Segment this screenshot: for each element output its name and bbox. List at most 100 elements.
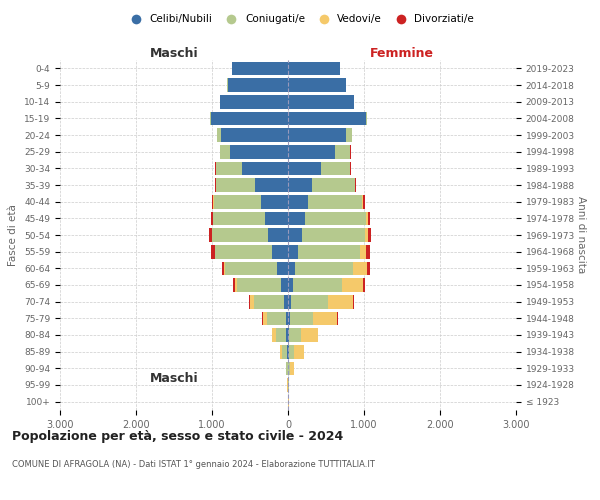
Bar xyxy=(287,345,288,358)
Bar xyxy=(289,362,290,375)
Bar xyxy=(216,162,242,175)
Bar xyxy=(288,95,353,108)
Bar xyxy=(277,262,288,275)
Bar xyxy=(215,178,216,192)
Bar xyxy=(301,328,318,342)
Bar xyxy=(254,178,288,192)
Bar xyxy=(321,162,350,175)
Bar xyxy=(224,262,225,275)
Bar xyxy=(286,312,288,325)
Bar xyxy=(362,278,365,292)
Bar xyxy=(211,212,212,225)
Bar xyxy=(221,128,288,142)
Bar xyxy=(293,278,342,292)
Bar xyxy=(286,362,287,375)
Bar xyxy=(288,262,295,275)
Bar xyxy=(291,295,328,308)
Bar xyxy=(288,228,302,242)
Bar xyxy=(368,228,371,242)
Bar xyxy=(355,178,356,192)
Bar xyxy=(295,262,353,275)
Bar xyxy=(288,328,289,342)
Bar xyxy=(362,195,363,208)
Bar xyxy=(290,362,294,375)
Bar xyxy=(250,295,254,308)
Bar xyxy=(366,112,367,125)
Bar xyxy=(288,345,289,358)
Bar xyxy=(262,312,263,325)
Bar xyxy=(280,345,283,358)
Bar xyxy=(215,245,272,258)
Bar xyxy=(308,195,362,208)
Bar xyxy=(276,328,286,342)
Bar xyxy=(272,328,276,342)
Bar xyxy=(265,212,288,225)
Bar xyxy=(254,295,284,308)
Bar xyxy=(263,312,268,325)
Bar xyxy=(288,145,335,158)
Legend: Celibi/Nubili, Coniugati/e, Vedovi/e, Divorziati/e: Celibi/Nubili, Coniugati/e, Vedovi/e, Di… xyxy=(122,10,478,29)
Bar xyxy=(220,145,230,158)
Bar xyxy=(238,278,281,292)
Bar xyxy=(346,128,352,142)
Bar xyxy=(288,128,346,142)
Bar xyxy=(220,95,288,108)
Bar xyxy=(289,328,301,342)
Bar xyxy=(294,345,304,358)
Bar xyxy=(209,228,212,242)
Bar xyxy=(365,228,368,242)
Text: Femmine: Femmine xyxy=(370,47,434,60)
Bar xyxy=(272,245,288,258)
Bar xyxy=(288,278,293,292)
Bar xyxy=(217,128,221,142)
Bar xyxy=(288,112,366,125)
Bar xyxy=(366,212,368,225)
Bar xyxy=(212,228,268,242)
Bar xyxy=(213,212,265,225)
Bar xyxy=(227,78,288,92)
Bar xyxy=(288,195,308,208)
Bar xyxy=(221,262,224,275)
Bar xyxy=(328,295,353,308)
Bar xyxy=(302,228,365,242)
Bar xyxy=(353,295,354,308)
Bar xyxy=(342,278,362,292)
Bar xyxy=(335,145,350,158)
Bar xyxy=(232,62,288,75)
Bar xyxy=(305,212,366,225)
Bar xyxy=(242,162,288,175)
Bar xyxy=(298,245,360,258)
Bar xyxy=(225,262,277,275)
Bar xyxy=(233,278,235,292)
Bar xyxy=(288,62,340,75)
Bar xyxy=(360,245,366,258)
Bar xyxy=(290,312,313,325)
Bar xyxy=(353,262,367,275)
Bar xyxy=(313,312,337,325)
Bar xyxy=(366,245,370,258)
Bar xyxy=(209,112,211,125)
Bar xyxy=(288,245,298,258)
Bar xyxy=(363,195,365,208)
Bar xyxy=(337,312,338,325)
Bar xyxy=(289,345,294,358)
Bar xyxy=(211,112,288,125)
Bar xyxy=(367,262,370,275)
Bar xyxy=(288,212,305,225)
Bar xyxy=(268,312,286,325)
Y-axis label: Anni di nascita: Anni di nascita xyxy=(576,196,586,274)
Bar xyxy=(312,178,355,192)
Bar xyxy=(212,195,214,208)
Bar xyxy=(235,278,238,292)
Bar xyxy=(368,212,370,225)
Bar xyxy=(288,178,312,192)
Bar xyxy=(283,345,287,358)
Bar xyxy=(284,295,288,308)
Bar xyxy=(288,162,321,175)
Bar xyxy=(214,195,262,208)
Bar xyxy=(216,178,254,192)
Bar xyxy=(350,162,351,175)
Bar xyxy=(249,295,250,308)
Text: Popolazione per età, sesso e stato civile - 2024: Popolazione per età, sesso e stato civil… xyxy=(12,430,343,443)
Bar xyxy=(268,228,288,242)
